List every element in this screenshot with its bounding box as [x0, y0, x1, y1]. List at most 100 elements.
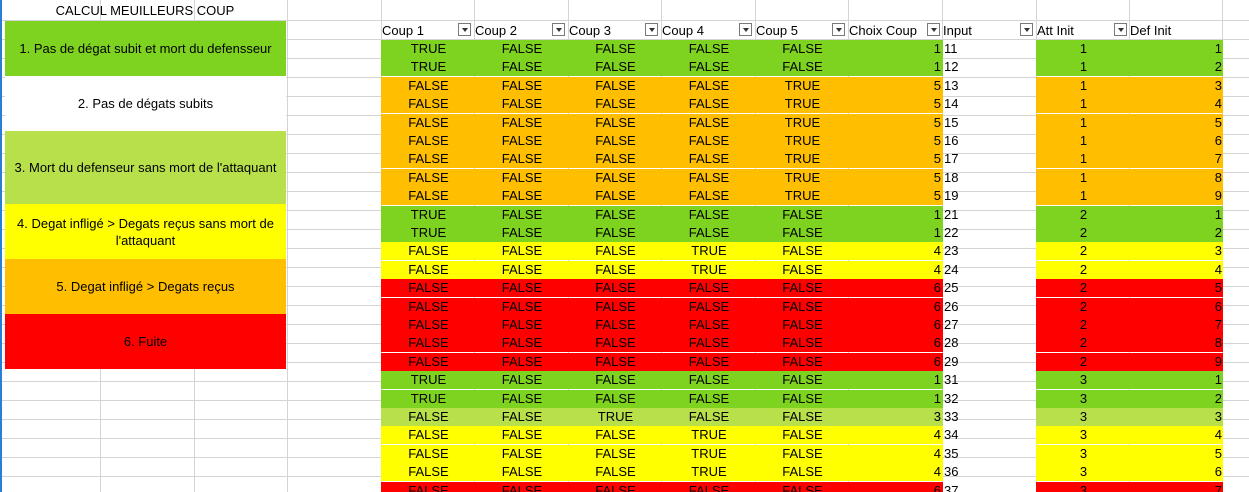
cell-c4[interactable]: FALSE: [688, 335, 730, 350]
cell-c1[interactable]: FALSE: [408, 354, 449, 369]
header-input[interactable]: Input: [943, 23, 972, 38]
cell-c2[interactable]: FALSE: [501, 446, 543, 461]
header-att-init[interactable]: Att Init: [1037, 23, 1074, 38]
filter-dropdown-icon[interactable]: [645, 23, 658, 36]
cell-input[interactable]: 17: [944, 151, 959, 166]
cell-c4[interactable]: FALSE: [688, 188, 730, 203]
cell-choix[interactable]: 1: [933, 372, 941, 387]
cell-c3[interactable]: FALSE: [595, 243, 636, 258]
cell-c1[interactable]: TRUE: [410, 41, 447, 56]
cell-c5[interactable]: FALSE: [782, 354, 823, 369]
cell-input[interactable]: 11: [944, 41, 958, 56]
cell-c4[interactable]: FALSE: [688, 317, 730, 332]
cell-att[interactable]: 3: [1079, 446, 1088, 461]
cell-c1[interactable]: FALSE: [408, 483, 449, 492]
cell-choix[interactable]: 5: [933, 115, 941, 130]
cell-choix[interactable]: 3: [933, 409, 941, 424]
cell-c2[interactable]: FALSE: [501, 133, 543, 148]
cell-att[interactable]: 3: [1079, 464, 1088, 479]
cell-c5[interactable]: FALSE: [782, 299, 823, 314]
cell-input[interactable]: 31: [944, 372, 959, 387]
filter-dropdown-icon[interactable]: [1114, 23, 1127, 36]
cell-choix[interactable]: 6: [933, 317, 941, 332]
cell-def[interactable]: 4: [1214, 262, 1222, 277]
cell-def[interactable]: 7: [1214, 483, 1222, 492]
cell-choix[interactable]: 5: [933, 133, 941, 148]
cell-att[interactable]: 1: [1079, 133, 1088, 148]
cell-choix[interactable]: 5: [933, 78, 941, 93]
cell-input[interactable]: 14: [944, 96, 959, 111]
cell-c3[interactable]: FALSE: [595, 427, 636, 442]
cell-c5[interactable]: FALSE: [782, 243, 823, 258]
cell-c4[interactable]: TRUE: [691, 427, 727, 442]
cell-c2[interactable]: FALSE: [501, 96, 543, 111]
cell-c2[interactable]: FALSE: [501, 354, 543, 369]
cell-input[interactable]: 12: [944, 59, 959, 74]
cell-c2[interactable]: FALSE: [501, 427, 543, 442]
cell-c4[interactable]: FALSE: [688, 133, 730, 148]
cell-c3[interactable]: FALSE: [595, 446, 636, 461]
cell-input[interactable]: 26: [944, 299, 959, 314]
cell-c3[interactable]: FALSE: [595, 59, 636, 74]
cell-att[interactable]: 2: [1079, 317, 1088, 332]
cell-att[interactable]: 3: [1079, 409, 1088, 424]
cell-c4[interactable]: FALSE: [688, 483, 730, 492]
cell-att[interactable]: 1: [1079, 78, 1088, 93]
cell-choix[interactable]: 6: [933, 335, 941, 350]
cell-def[interactable]: 8: [1214, 335, 1222, 350]
cell-c3[interactable]: FALSE: [595, 464, 636, 479]
cell-c5[interactable]: FALSE: [782, 207, 823, 222]
cell-c4[interactable]: FALSE: [688, 409, 730, 424]
filter-dropdown-icon[interactable]: [739, 23, 752, 36]
cell-def[interactable]: 3: [1214, 409, 1222, 424]
cell-att[interactable]: 1: [1079, 59, 1088, 74]
cell-choix[interactable]: 6: [933, 483, 941, 492]
cell-att[interactable]: 2: [1079, 225, 1088, 240]
cell-att[interactable]: 2: [1079, 207, 1088, 222]
filter-dropdown-icon[interactable]: [458, 23, 471, 36]
cell-c1[interactable]: FALSE: [408, 262, 449, 277]
cell-c4[interactable]: FALSE: [688, 207, 730, 222]
cell-def[interactable]: 6: [1214, 464, 1222, 479]
cell-c4[interactable]: FALSE: [688, 280, 730, 295]
cell-c3[interactable]: FALSE: [595, 78, 636, 93]
cell-c1[interactable]: TRUE: [410, 207, 447, 222]
cell-c4[interactable]: FALSE: [688, 151, 730, 166]
cell-c1[interactable]: FALSE: [408, 96, 449, 111]
cell-input[interactable]: 19: [944, 188, 959, 203]
cell-c3[interactable]: FALSE: [595, 41, 636, 56]
cell-c5[interactable]: FALSE: [782, 41, 823, 56]
cell-c1[interactable]: FALSE: [408, 427, 449, 442]
cell-c5[interactable]: TRUE: [784, 188, 821, 203]
cell-c2[interactable]: FALSE: [501, 188, 543, 203]
header-coup-5[interactable]: Coup 5: [756, 23, 798, 38]
cell-input[interactable]: 22: [944, 225, 959, 240]
legend-cell-2[interactable]: 2. Pas de dégats subits: [5, 76, 286, 131]
cell-def[interactable]: 8: [1214, 170, 1222, 185]
cell-def[interactable]: 1: [1214, 372, 1222, 387]
cell-def[interactable]: 3: [1214, 78, 1222, 93]
cell-def[interactable]: 7: [1214, 151, 1222, 166]
legend-cell-4[interactable]: 4. Degat infligé > Degats reçus sans mor…: [5, 204, 286, 259]
filter-dropdown-icon[interactable]: [552, 23, 565, 36]
cell-input[interactable]: 37: [944, 483, 959, 492]
cell-c4[interactable]: TRUE: [691, 464, 727, 479]
cell-c1[interactable]: FALSE: [408, 188, 449, 203]
cell-def[interactable]: 4: [1214, 427, 1222, 442]
cell-c5[interactable]: FALSE: [782, 446, 823, 461]
cell-c2[interactable]: FALSE: [501, 115, 543, 130]
cell-c4[interactable]: FALSE: [688, 372, 730, 387]
cell-c1[interactable]: FALSE: [408, 335, 449, 350]
cell-att[interactable]: 1: [1079, 41, 1088, 56]
cell-c1[interactable]: FALSE: [408, 317, 449, 332]
cell-input[interactable]: 16: [944, 133, 959, 148]
cell-def[interactable]: 5: [1214, 446, 1222, 461]
cell-def[interactable]: 2: [1214, 59, 1222, 74]
cell-c2[interactable]: FALSE: [501, 372, 543, 387]
cell-c3[interactable]: FALSE: [595, 391, 636, 406]
cell-c5[interactable]: FALSE: [782, 280, 823, 295]
cell-c2[interactable]: FALSE: [501, 207, 543, 222]
cell-choix[interactable]: 1: [933, 41, 941, 56]
cell-input[interactable]: 34: [944, 427, 959, 442]
cell-def[interactable]: 5: [1214, 280, 1222, 295]
